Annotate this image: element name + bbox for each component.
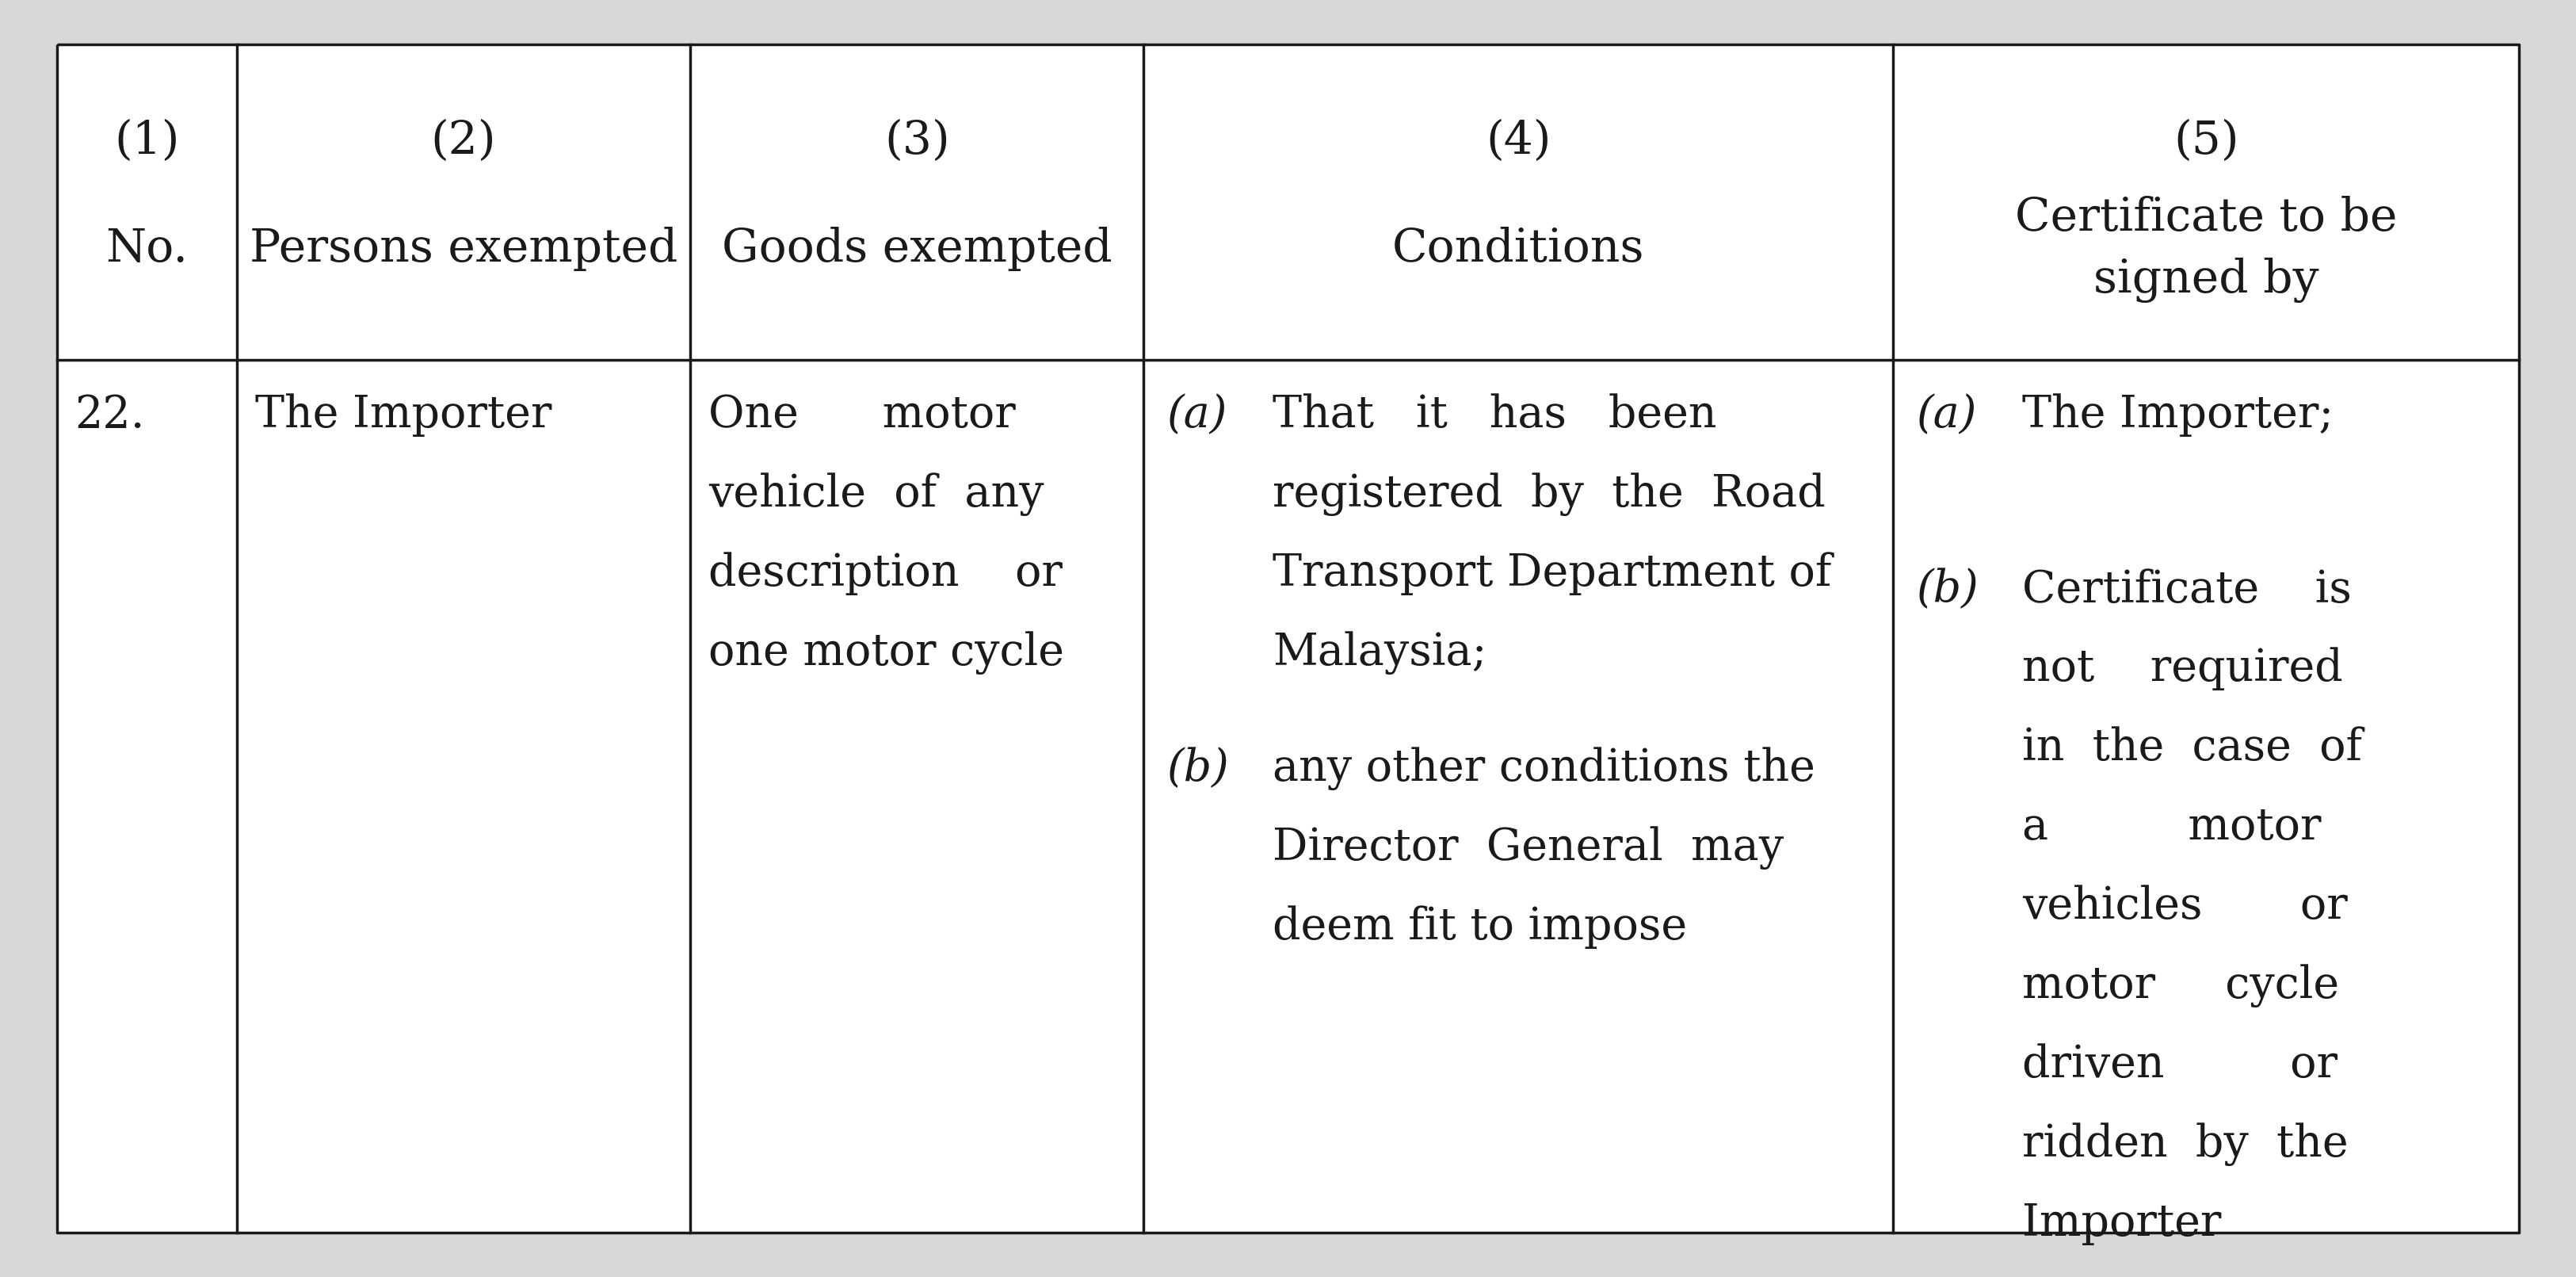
Text: (b): (b): [1167, 747, 1229, 790]
Text: vehicles       or: vehicles or: [2022, 885, 2347, 928]
Text: Malaysia;: Malaysia;: [1273, 631, 1486, 674]
Text: (b): (b): [1917, 568, 1978, 612]
Text: (a): (a): [1167, 393, 1226, 437]
Text: driven         or: driven or: [2022, 1043, 2336, 1087]
Text: Goods exempted: Goods exempted: [721, 227, 1113, 271]
Text: (5): (5): [2174, 119, 2239, 163]
Text: Conditions: Conditions: [1394, 227, 1643, 271]
Text: Transport Department of: Transport Department of: [1273, 552, 1832, 595]
Text: in  the  case  of: in the case of: [2022, 727, 2362, 770]
Text: Persons exempted: Persons exempted: [250, 227, 677, 271]
Text: deem fit to impose: deem fit to impose: [1273, 905, 1687, 949]
Text: vehicle  of  any: vehicle of any: [708, 472, 1043, 516]
Text: registered  by  the  Road: registered by the Road: [1273, 472, 1826, 516]
Text: That   it   has   been: That it has been: [1273, 393, 1716, 437]
Text: No.: No.: [106, 227, 188, 271]
Text: any other conditions the: any other conditions the: [1273, 747, 1816, 790]
Text: Certificate    is: Certificate is: [2022, 568, 2352, 612]
Text: (4): (4): [1486, 119, 1551, 163]
Text: one motor cycle: one motor cycle: [708, 631, 1064, 674]
Text: not    required: not required: [2022, 647, 2344, 691]
Text: (a): (a): [1917, 393, 1976, 437]
Text: The Importer;: The Importer;: [2022, 393, 2334, 437]
Text: description    or: description or: [708, 552, 1061, 595]
Text: (1): (1): [113, 119, 180, 163]
Text: One      motor: One motor: [708, 393, 1015, 437]
Text: Director  General  may: Director General may: [1273, 826, 1783, 870]
Text: Importer: Importer: [2022, 1202, 2221, 1245]
Text: (3): (3): [884, 119, 951, 163]
Text: The Importer: The Importer: [255, 393, 551, 437]
Text: (2): (2): [430, 119, 497, 163]
Text: ridden  by  the: ridden by the: [2022, 1122, 2349, 1166]
Text: motor     cycle: motor cycle: [2022, 964, 2339, 1008]
Text: a          motor: a motor: [2022, 806, 2321, 849]
Text: Certificate to be
signed by: Certificate to be signed by: [2014, 195, 2398, 303]
Text: 22.: 22.: [75, 393, 144, 437]
